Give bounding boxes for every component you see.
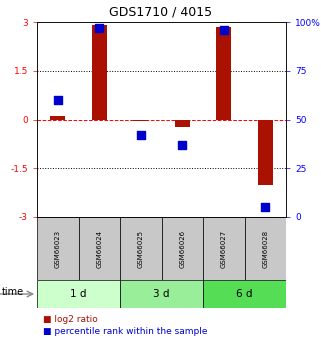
Bar [50, 116, 65, 119]
Bar [79, 217, 120, 280]
Text: GSM66023: GSM66023 [55, 229, 61, 268]
Text: 6 d: 6 d [236, 289, 253, 299]
Point [263, 205, 268, 210]
Bar [216, 27, 231, 119]
Text: 1 d: 1 d [70, 289, 87, 299]
Point [55, 97, 60, 103]
Point [221, 27, 226, 32]
Text: GDS1710 / 4015: GDS1710 / 4015 [109, 6, 212, 19]
Text: ■ log2 ratio: ■ log2 ratio [43, 315, 98, 324]
Bar [258, 119, 273, 185]
Bar [37, 280, 120, 308]
Bar [175, 119, 189, 127]
Bar [37, 217, 79, 280]
Bar [134, 119, 148, 121]
Bar [203, 217, 245, 280]
Text: GSM66025: GSM66025 [138, 229, 144, 267]
Bar [92, 25, 107, 119]
Text: GSM66027: GSM66027 [221, 229, 227, 268]
Text: GSM66024: GSM66024 [96, 229, 102, 267]
Point [180, 142, 185, 148]
Text: GSM66026: GSM66026 [179, 229, 185, 268]
Bar [120, 217, 161, 280]
Text: time: time [2, 287, 24, 297]
Text: ■ percentile rank within the sample: ■ percentile rank within the sample [43, 327, 208, 336]
Bar [203, 280, 286, 308]
Point [97, 25, 102, 31]
Text: 3 d: 3 d [153, 289, 170, 299]
Bar [120, 280, 203, 308]
Text: GSM66028: GSM66028 [262, 229, 268, 268]
Bar [245, 217, 286, 280]
Bar [161, 217, 203, 280]
Point [138, 132, 143, 138]
